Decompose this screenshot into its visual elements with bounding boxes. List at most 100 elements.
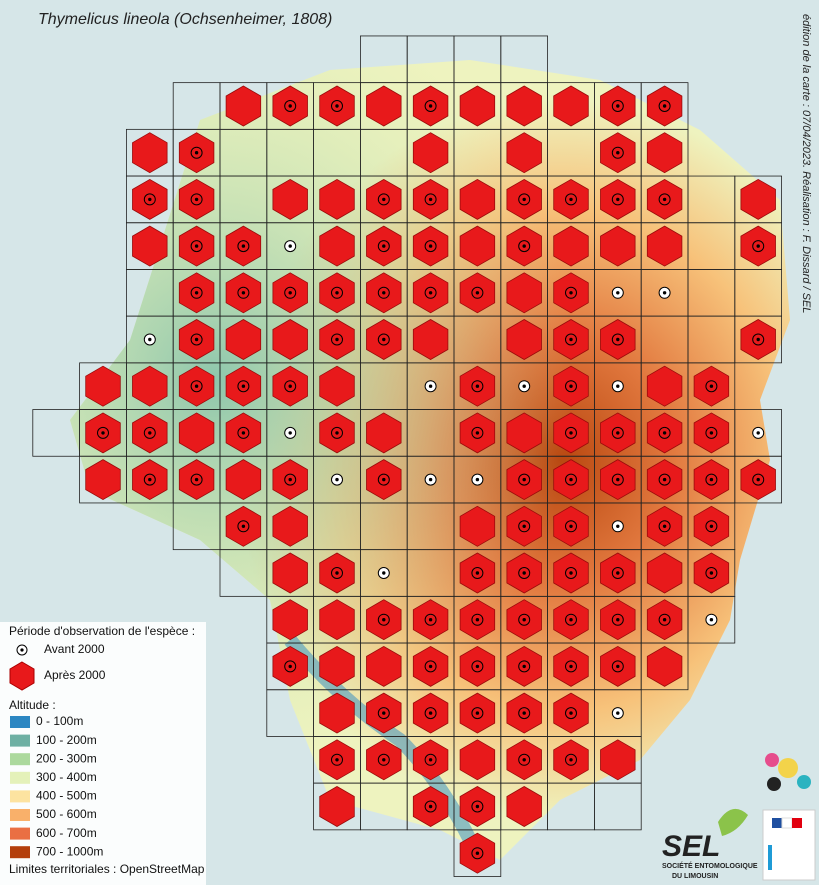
observation-before-2000	[190, 333, 203, 346]
observation-after-2000	[459, 85, 496, 127]
observation-before-2000-center	[662, 524, 667, 528]
observation-before-2000	[190, 473, 203, 486]
observation-before-2000-center	[475, 711, 480, 715]
observation-before-2000	[237, 520, 250, 533]
observation-before-2000-center	[288, 384, 292, 388]
observation-before-2000-center	[616, 291, 620, 295]
observation-before-2000-center	[475, 664, 480, 669]
altitude-swatch	[10, 790, 30, 803]
altitude-swatch	[10, 771, 30, 784]
observation-before-2000-center	[428, 291, 433, 295]
observation-after-2000	[319, 365, 355, 407]
observation-before-2000-center	[382, 291, 386, 295]
observation-after-2000	[319, 599, 355, 641]
observation-before-2000-center	[522, 197, 526, 202]
observation-before-2000-center	[335, 571, 339, 575]
observation-before-2000	[331, 100, 343, 112]
observation-before-2000-center	[382, 618, 386, 622]
observation-after-2000	[646, 132, 683, 174]
observation-before-2000	[331, 426, 343, 439]
observation-before-2000-center	[522, 384, 526, 388]
altitude-label: 300 - 400m	[36, 770, 97, 784]
legend-dot-center	[20, 648, 24, 652]
observation-before-2000	[705, 567, 718, 579]
observation-after-2000	[506, 319, 542, 360]
observation-after-2000	[646, 552, 683, 594]
observation-before-2000	[424, 286, 437, 299]
observation-before-2000	[424, 613, 437, 626]
altitude-label: 100 - 200m	[36, 733, 97, 747]
observation-before-2000	[377, 193, 390, 206]
observation-before-2000	[658, 193, 671, 206]
observation-after-2000	[319, 645, 355, 687]
observation-before-2000	[143, 426, 156, 439]
observation-before-2000	[471, 286, 484, 299]
observation-after-2000	[225, 459, 262, 501]
observation-before-2000-center	[569, 664, 573, 669]
observation-after-2000	[132, 132, 168, 174]
observation-before-2000	[284, 286, 297, 299]
observation-before-2000-center	[288, 664, 292, 669]
observation-before-2000-center	[569, 197, 573, 202]
observation-before-2000-center	[382, 337, 386, 342]
observation-after-2000	[506, 412, 542, 454]
observation-before-2000-center	[616, 571, 620, 575]
observation-before-2000	[331, 286, 343, 299]
observation-before-2000-center	[241, 431, 246, 435]
altitude-swatch	[10, 846, 30, 859]
observation-before-2000-center	[616, 384, 620, 388]
observation-before-2000	[611, 426, 624, 439]
observation-before-2000-center	[569, 291, 573, 295]
observation-before-2000-center	[148, 337, 152, 342]
observation-before-2000-center	[241, 244, 246, 248]
observation-before-2000-center	[709, 431, 714, 435]
observation-after-2000	[319, 178, 355, 220]
observation-before-2000-center	[428, 758, 433, 762]
altitude-label: 400 - 500m	[36, 789, 97, 803]
observation-after-2000	[459, 178, 496, 220]
observation-before-2000	[471, 707, 484, 720]
observation-before-2000	[611, 567, 624, 579]
observation-before-2000	[424, 100, 437, 112]
observation-before-2000	[611, 333, 624, 346]
observation-before-2000	[518, 660, 531, 673]
observation-before-2000	[471, 567, 484, 579]
observation-before-2000-center	[756, 431, 760, 435]
observation-before-2000-center	[194, 337, 199, 342]
observation-before-2000	[658, 520, 671, 533]
observation-before-2000	[284, 380, 297, 393]
observation-before-2000-center	[428, 664, 433, 669]
observation-before-2000-center	[522, 524, 526, 528]
observation-before-2000	[143, 473, 156, 486]
observation-before-2000-center	[616, 431, 620, 435]
observation-before-2000-center	[194, 151, 199, 155]
observation-before-2000	[518, 240, 531, 253]
logo-subtitle: SOCIÉTÉ ENTOMOLOGIQUE	[662, 861, 758, 870]
observation-after-2000	[366, 85, 402, 127]
observation-before-2000	[471, 380, 484, 393]
observation-before-2000	[658, 100, 671, 112]
legend-after: Après 2000	[44, 668, 106, 682]
observation-after-2000	[646, 645, 683, 687]
observation-before-2000-center	[522, 664, 526, 669]
altitude-label: 700 - 1000m	[36, 844, 103, 858]
observation-before-2000-center	[288, 244, 292, 248]
observation-before-2000-center	[569, 477, 573, 482]
observation-before-2000-center	[475, 384, 480, 388]
observation-before-2000	[565, 613, 577, 626]
altitude-swatch	[10, 753, 30, 766]
observation-before-2000	[705, 520, 718, 533]
observation-before-2000	[471, 847, 484, 860]
observation-before-2000-center	[662, 618, 667, 622]
observation-after-2000	[132, 225, 168, 267]
observation-before-2000-center	[194, 477, 199, 482]
observation-before-2000-center	[569, 524, 573, 528]
observation-before-2000-center	[288, 477, 292, 482]
observation-before-2000-center	[288, 104, 292, 108]
altitude-label: 0 - 100m	[36, 714, 83, 728]
observation-before-2000-center	[522, 244, 526, 248]
observation-before-2000-center	[522, 618, 526, 622]
observation-before-2000-center	[616, 711, 620, 715]
observation-before-2000	[611, 146, 624, 159]
logo-name: SEL	[662, 830, 720, 863]
